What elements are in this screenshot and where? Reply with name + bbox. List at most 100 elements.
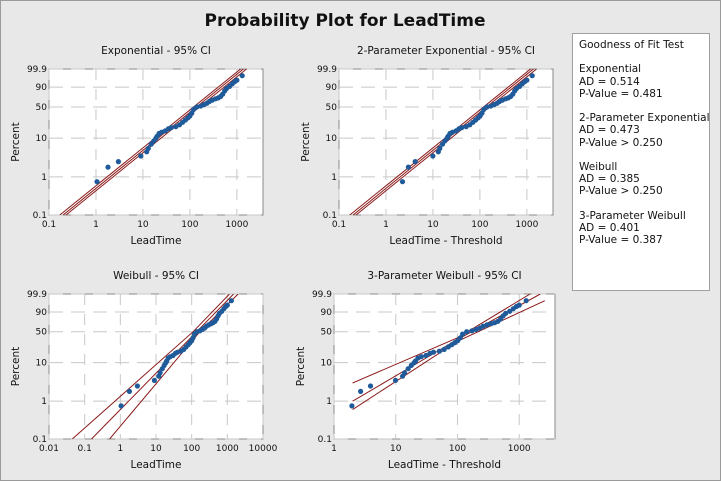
y-tick-label: 90: [326, 83, 338, 93]
data-point: [349, 403, 355, 409]
x-tick-label: 0.1: [332, 220, 346, 230]
ci-bound-line: [71, 294, 230, 439]
x-tick-label: 10: [390, 444, 402, 454]
data-point: [358, 388, 364, 394]
data-point: [412, 159, 418, 165]
data-point: [405, 366, 411, 372]
data-point: [367, 383, 374, 389]
x-axis-label: LeadTime - Threshold: [388, 459, 501, 471]
y-tick-label: 99.9: [317, 65, 337, 75]
x-tick-label: 1000: [225, 220, 248, 230]
data-point: [118, 403, 124, 409]
legend-entry-name: Exponential: [579, 63, 642, 76]
panel-title: 3-Parameter Weibull - 95% CI: [367, 270, 521, 282]
legend-entry-name: Weibull: [579, 160, 618, 173]
legend-entry-ad: AD = 0.401: [579, 221, 640, 234]
data-points: [349, 298, 529, 409]
x-tick-label: 1: [331, 444, 337, 454]
data-point: [516, 302, 522, 308]
y-tick-label: 10: [36, 134, 48, 144]
data-point: [392, 377, 399, 383]
data-point: [168, 125, 174, 131]
panel-title: Weibull - 95% CI: [113, 270, 199, 282]
probability-panel: 3-Parameter Weibull - 95% CI 1 10 100 1000 0.…: [295, 270, 556, 471]
data-point: [224, 302, 230, 308]
y-tick-label: 10: [321, 359, 333, 369]
x-tick-label: 100: [449, 444, 466, 454]
data-point: [399, 179, 406, 185]
y-axis-label: Percent: [295, 347, 307, 387]
data-point: [430, 153, 436, 159]
data-points: [399, 73, 535, 185]
probability-panel: Weibull - 95% CI0.01 0.1 1 10 100 1000 100000.…: [10, 270, 278, 471]
data-point: [157, 370, 163, 376]
data-point: [138, 153, 144, 159]
data-point: [464, 329, 470, 335]
data-point: [524, 77, 530, 83]
legend-entry-ad: AD = 0.473: [579, 124, 640, 137]
y-tick-label: 90: [36, 83, 48, 93]
x-tick-label: 10: [137, 220, 149, 230]
y-axis-label: Percent: [300, 122, 312, 162]
data-points: [94, 73, 245, 185]
x-tick-label: 0.1: [78, 444, 92, 454]
data-point: [234, 77, 240, 83]
legend-entry-name: 3-Parameter Weibull: [579, 209, 686, 222]
y-tick-label: 90: [36, 308, 48, 318]
figure-title: Probability Plot for LeadTime: [205, 11, 486, 31]
data-point: [126, 388, 132, 394]
y-tick-label: 1: [331, 173, 337, 183]
x-tick-label: 1: [93, 220, 99, 230]
data-point: [145, 145, 151, 151]
legend-entry-name: 2-Parameter Exponential: [579, 112, 710, 125]
legend-entry-pvalue: P-Value = 0.387: [579, 234, 663, 247]
data-point: [151, 377, 157, 383]
y-tick-label: 10: [36, 359, 48, 369]
x-axis-label: LeadTime: [131, 235, 182, 247]
data-point: [484, 322, 490, 328]
data-point: [484, 104, 490, 110]
legend-entry-pvalue: P-Value > 0.250: [579, 136, 663, 149]
x-tick-label: 1000: [508, 444, 531, 454]
data-point: [402, 370, 408, 376]
y-tick-label: 0.1: [33, 211, 47, 221]
legend-entry-ad: AD = 0.514: [579, 75, 640, 88]
y-tick-label: 99.9: [312, 290, 332, 300]
data-point: [523, 298, 529, 304]
data-point: [430, 349, 437, 355]
y-tick-label: 0.1: [318, 435, 332, 445]
x-tick-label: 10: [427, 220, 439, 230]
y-tick-label: 10: [326, 134, 338, 144]
data-point: [469, 328, 475, 334]
data-point: [507, 308, 513, 314]
data-point: [94, 179, 100, 185]
data-point: [441, 346, 447, 352]
x-axis-label: LeadTime: [131, 459, 182, 471]
y-tick-label: 1: [41, 173, 47, 183]
data-point: [418, 354, 424, 360]
legend-entry-ad: AD = 0.385: [579, 173, 640, 186]
plot-area: [333, 293, 556, 440]
probability-panel: Exponential - 95% CI 0.1 1 10 100 1000 0.1 1 10 5…: [10, 45, 264, 247]
x-tick-label: 100: [471, 220, 488, 230]
x-tick-label: 100: [181, 220, 198, 230]
y-tick-label: 50: [321, 328, 333, 338]
data-point: [405, 164, 411, 170]
goodness-of-fit-legend: Goodness of Fit Test Exponential AD = 0.…: [572, 33, 710, 291]
data-point: [239, 73, 245, 79]
data-point: [460, 331, 466, 337]
ci-bound-line: [65, 69, 247, 215]
panel-title: 2-Parameter Exponential - 95% CI: [357, 45, 535, 57]
ci-bound-line: [352, 294, 531, 384]
data-point: [105, 164, 111, 170]
data-point: [134, 383, 140, 389]
x-tick-label: 10000: [249, 444, 278, 454]
y-tick-label: 0.1: [33, 435, 47, 445]
data-point: [529, 73, 535, 79]
x-tick-label: 0.1: [42, 220, 56, 230]
legend-entry-pvalue: P-Value = 0.481: [579, 87, 663, 100]
data-point: [228, 298, 234, 304]
x-tick-label: 1: [383, 220, 389, 230]
data-point: [423, 352, 429, 359]
